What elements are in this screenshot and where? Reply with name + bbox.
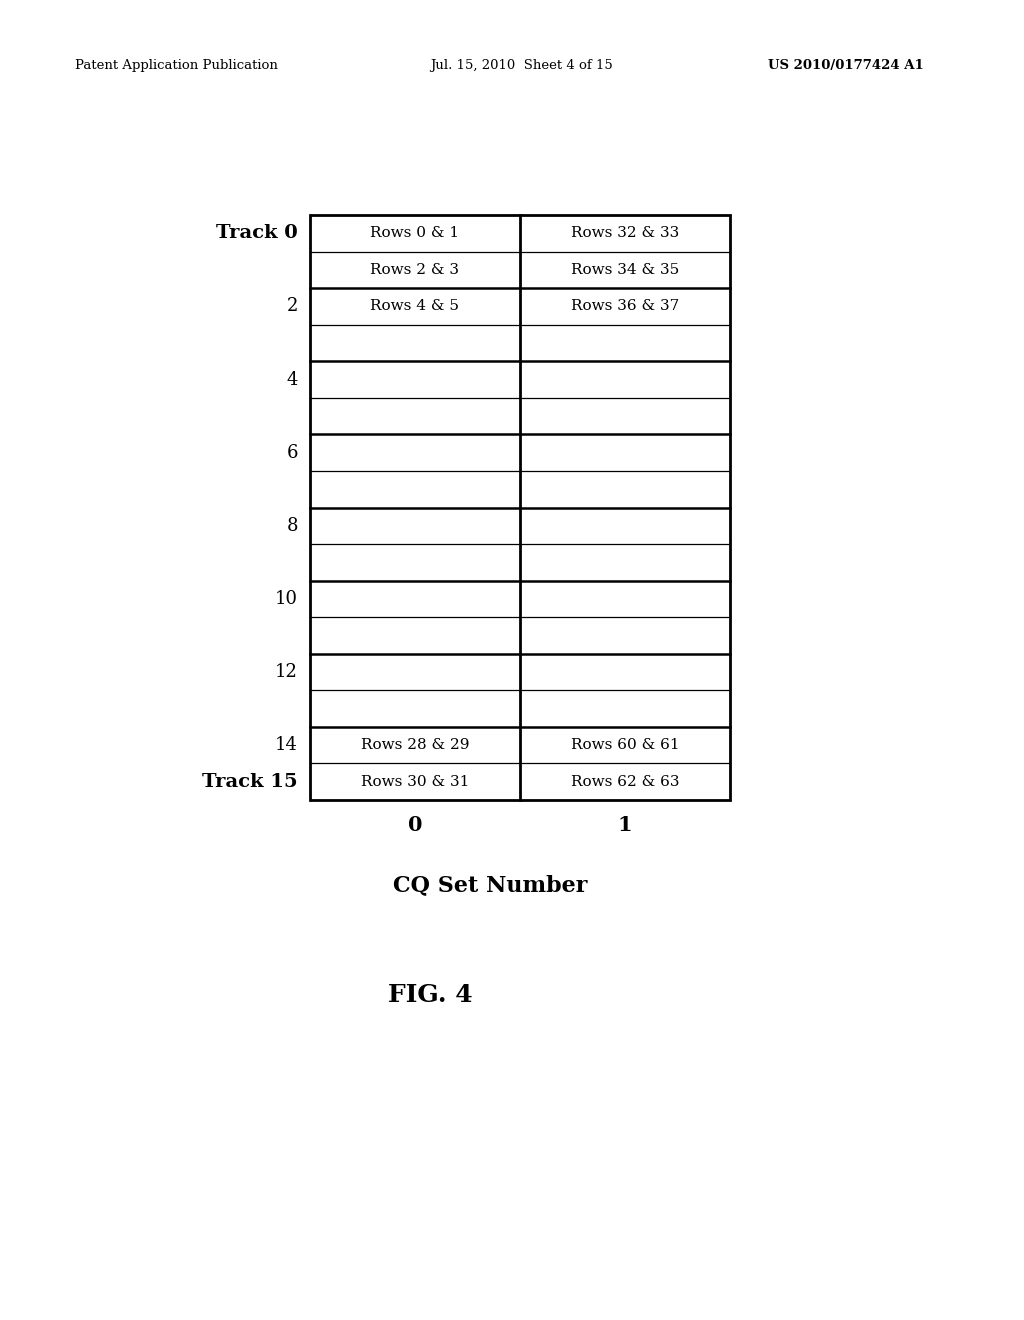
Text: Patent Application Publication: Patent Application Publication xyxy=(75,58,278,71)
Text: Rows 2 & 3: Rows 2 & 3 xyxy=(371,263,460,277)
Text: 0: 0 xyxy=(408,814,422,836)
Text: FIG. 4: FIG. 4 xyxy=(388,983,472,1007)
Text: 2: 2 xyxy=(287,297,298,315)
Text: Rows 30 & 31: Rows 30 & 31 xyxy=(360,775,469,789)
Text: 10: 10 xyxy=(275,590,298,609)
Text: US 2010/0177424 A1: US 2010/0177424 A1 xyxy=(768,58,924,71)
Text: Jul. 15, 2010  Sheet 4 of 15: Jul. 15, 2010 Sheet 4 of 15 xyxy=(430,58,612,71)
Text: Track 15: Track 15 xyxy=(203,772,298,791)
Text: 14: 14 xyxy=(275,737,298,754)
Text: 4: 4 xyxy=(287,371,298,388)
Text: 1: 1 xyxy=(617,814,632,836)
Text: 12: 12 xyxy=(275,663,298,681)
Text: Track 0: Track 0 xyxy=(216,224,298,243)
Text: 6: 6 xyxy=(287,444,298,462)
Text: CQ Set Number: CQ Set Number xyxy=(393,874,587,896)
Text: 8: 8 xyxy=(287,517,298,535)
Text: Rows 36 & 37: Rows 36 & 37 xyxy=(570,300,679,313)
Text: Rows 4 & 5: Rows 4 & 5 xyxy=(371,300,460,313)
Text: Rows 60 & 61: Rows 60 & 61 xyxy=(570,738,679,752)
Bar xyxy=(310,215,730,800)
Text: Rows 28 & 29: Rows 28 & 29 xyxy=(360,738,469,752)
Text: Rows 62 & 63: Rows 62 & 63 xyxy=(570,775,679,789)
Text: Rows 0 & 1: Rows 0 & 1 xyxy=(371,226,460,240)
Text: Rows 32 & 33: Rows 32 & 33 xyxy=(570,226,679,240)
Text: Rows 34 & 35: Rows 34 & 35 xyxy=(570,263,679,277)
